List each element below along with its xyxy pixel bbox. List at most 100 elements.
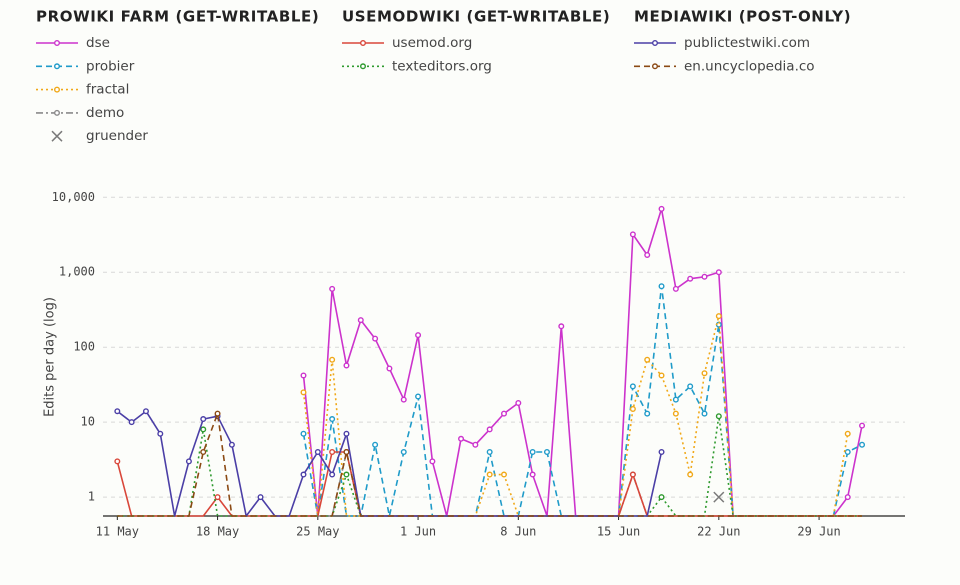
point bbox=[114, 408, 121, 415]
point bbox=[859, 441, 866, 448]
x-marker-stroke bbox=[713, 491, 725, 503]
point bbox=[672, 410, 679, 417]
point bbox=[128, 419, 135, 426]
point bbox=[142, 408, 149, 415]
point bbox=[300, 372, 307, 379]
legend-marker bbox=[54, 86, 61, 93]
point bbox=[200, 448, 207, 455]
point bbox=[644, 251, 651, 258]
point bbox=[300, 430, 307, 437]
x-tick-label: 8 Jun bbox=[500, 525, 536, 539]
point bbox=[644, 356, 651, 363]
legend-label: demo bbox=[86, 105, 124, 121]
point bbox=[486, 426, 493, 433]
series bbox=[713, 491, 725, 503]
legend-label: en.uncyclopedia.co bbox=[684, 58, 815, 74]
legend-marker bbox=[51, 130, 63, 142]
x-marker-stroke bbox=[51, 130, 63, 142]
x-tick-label: 11 May bbox=[96, 525, 139, 539]
point bbox=[672, 396, 679, 403]
x-tick-label: 1 Jun bbox=[400, 525, 436, 539]
point bbox=[429, 458, 436, 465]
point bbox=[687, 383, 694, 390]
legend-group-title: MEDIAWIKI (POST-ONLY) bbox=[634, 8, 851, 26]
legend-label: texteditors.org bbox=[392, 58, 492, 74]
point bbox=[515, 400, 522, 407]
point bbox=[257, 494, 264, 501]
point bbox=[300, 389, 307, 396]
point bbox=[486, 448, 493, 455]
point bbox=[458, 435, 465, 442]
point bbox=[114, 458, 121, 465]
point bbox=[644, 410, 651, 417]
point bbox=[558, 323, 565, 330]
point bbox=[687, 275, 694, 282]
x-tick-label: 25 May bbox=[296, 525, 339, 539]
point bbox=[486, 471, 493, 478]
point bbox=[629, 383, 636, 390]
point bbox=[629, 471, 636, 478]
point bbox=[701, 273, 708, 280]
point bbox=[658, 205, 665, 212]
point bbox=[357, 317, 364, 324]
point bbox=[415, 332, 422, 339]
series bbox=[117, 410, 862, 517]
point bbox=[844, 448, 851, 455]
point bbox=[386, 365, 393, 372]
point bbox=[214, 494, 221, 501]
x-tick-label: 22 Jun bbox=[697, 525, 740, 539]
legend-marker bbox=[54, 40, 61, 47]
x-tick-label: 18 May bbox=[196, 525, 239, 539]
point bbox=[715, 313, 722, 320]
point bbox=[501, 410, 508, 417]
point bbox=[343, 448, 350, 455]
point bbox=[472, 441, 479, 448]
point bbox=[200, 416, 207, 423]
point bbox=[200, 426, 207, 433]
legend-label: usemod.org bbox=[392, 35, 472, 51]
y-tick-label: 1,000 bbox=[59, 265, 95, 279]
point bbox=[214, 410, 221, 417]
legend-label: publictestwiki.com bbox=[684, 35, 810, 51]
y-tick-label: 100 bbox=[73, 340, 95, 354]
legend-marker bbox=[360, 40, 367, 47]
point bbox=[529, 471, 536, 478]
x-tick-label: 15 Jun bbox=[597, 525, 640, 539]
y-axis-label: Edits per day (log) bbox=[43, 297, 58, 417]
point bbox=[343, 471, 350, 478]
y-tick-label: 10 bbox=[81, 415, 95, 429]
legend-label: gruender bbox=[86, 128, 148, 144]
point bbox=[329, 471, 336, 478]
point bbox=[859, 422, 866, 429]
legend-label: probier bbox=[86, 58, 135, 74]
point bbox=[715, 413, 722, 420]
point bbox=[343, 430, 350, 437]
point bbox=[629, 231, 636, 238]
x-tick-label: 29 Jun bbox=[797, 525, 840, 539]
point bbox=[314, 448, 321, 455]
point bbox=[157, 430, 164, 437]
point bbox=[329, 448, 336, 455]
legend-marker bbox=[360, 63, 367, 70]
legend-marker bbox=[652, 63, 659, 70]
legend-marker bbox=[652, 40, 659, 47]
point bbox=[629, 405, 636, 412]
point bbox=[658, 372, 665, 379]
point bbox=[300, 471, 307, 478]
legend-marker bbox=[54, 63, 61, 70]
legend-label: dse bbox=[86, 35, 110, 51]
point bbox=[687, 471, 694, 478]
point bbox=[228, 441, 235, 448]
point bbox=[701, 410, 708, 417]
series-line bbox=[117, 412, 862, 517]
point bbox=[701, 370, 708, 377]
point bbox=[185, 458, 192, 465]
point bbox=[415, 393, 422, 400]
legend-group-title: USEMODWIKI (GET-WRITABLE) bbox=[342, 8, 610, 26]
point bbox=[343, 362, 350, 369]
point bbox=[672, 285, 679, 292]
point bbox=[329, 356, 336, 363]
